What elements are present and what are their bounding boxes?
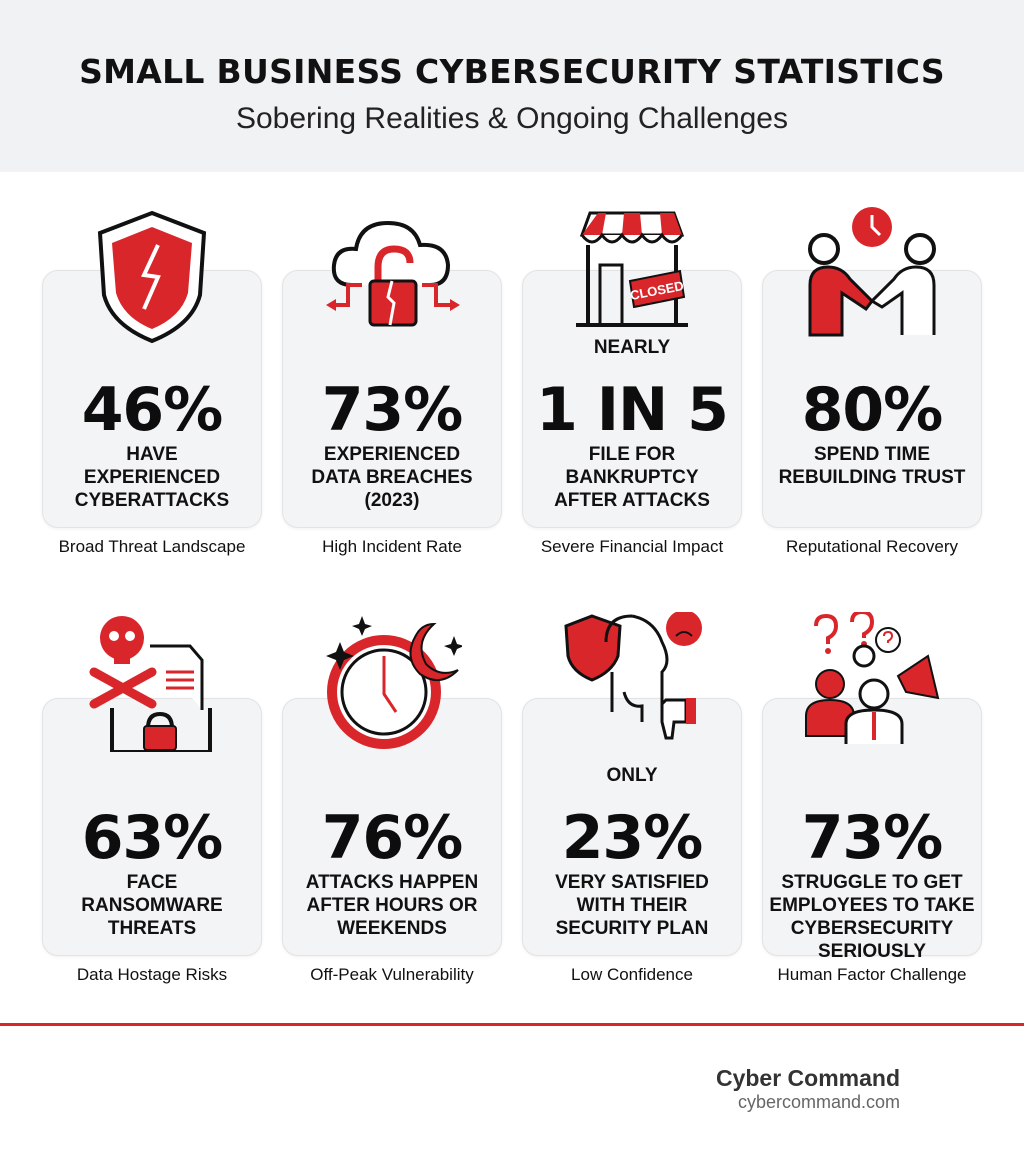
stat-description-line: HAVE (126, 444, 178, 465)
stat-card: NEARLY 1 IN 5 FILE FOR BANKRUPTCY AFTER AT… (522, 270, 742, 528)
stat-caption: Low Confidence (571, 965, 693, 984)
stat-caption: Human Factor Challenge (777, 965, 967, 984)
stat-description-line: FACE (126, 872, 178, 893)
stat-description-line: THREATS (107, 918, 197, 939)
stat-prefix: NEARLY (593, 337, 671, 358)
stat-caption: High Incident Rate (322, 537, 462, 556)
stat-description: SPEND TIME REBUILDING TRUST (763, 443, 981, 489)
stat-description-line: (2023) (364, 490, 420, 511)
stat-description-line: VERY SATISFIED (555, 872, 709, 893)
header: SMALL BUSINESS CYBERSECURITY STATISTICS … (0, 0, 1024, 172)
stat-description: STRUGGLE TO GET EMPLOYEES TO TAKE CYBERSEC… (763, 871, 981, 963)
stat-description-line: EXPERIENCED (83, 467, 221, 488)
stat-number: 73% (321, 375, 464, 445)
stat-description-line: STRUGGLE TO GET (781, 872, 963, 893)
stat-number: 63% (81, 803, 224, 873)
stat-description-line: AFTER ATTACKS (554, 490, 710, 511)
handshake-clock-icon (808, 207, 936, 337)
stat-card: ONLY 23% VERY SATISFIED WITH THEIR SECURIT… (522, 698, 742, 956)
stat-description-line: WITH THEIR (576, 895, 688, 916)
stat-caption: Severe Financial Impact (540, 537, 724, 556)
stat-description-line: CYBERSECURITY (790, 918, 954, 939)
stat-content: 63% FACE RANSOMWARE THREATS (43, 807, 261, 940)
stat-caption: Reputational Recovery (786, 537, 958, 556)
confused-employees-megaphone-icon (805, 612, 940, 744)
stat-card: 80% SPEND TIME REBUILDING TRUST (762, 270, 982, 528)
stat-description-line: ATTACKS HAPPEN (305, 872, 479, 893)
stat-description-line: BANKRUPTCY (565, 467, 699, 488)
stat-description-line: DATA BREACHES (311, 467, 473, 488)
stat-description-line: SERIOUSLY (817, 941, 927, 962)
skull-folder-lock-icon (89, 616, 212, 752)
stat-number: 1 IN 5 (536, 375, 729, 445)
stat-content: NEARLY 1 IN 5 FILE FOR BANKRUPTCY AFTER AT… (523, 337, 741, 512)
stat-caption: Broad Threat Landscape (58, 537, 246, 556)
stat-content: 76% ATTACKS HAPPEN AFTER HOURS OR WEEKENDS (283, 807, 501, 940)
stat-description-line: CYBERATTACKS (74, 490, 230, 511)
page-title: SMALL BUSINESS CYBERSECURITY STATISTICS (79, 52, 945, 91)
stat-description-line: AFTER HOURS OR (306, 895, 478, 916)
stat-description-line: EXPERIENCED (323, 444, 461, 465)
stat-number: 46% (81, 375, 224, 445)
head-shield-thumbs-down-icon (564, 612, 702, 740)
broken-shield-icon (97, 210, 207, 344)
stat-caption: Data Hostage Risks (76, 965, 228, 984)
stat-content: ONLY 23% VERY SATISFIED WITH THEIR SECURIT… (523, 765, 741, 940)
stat-content: 73% STRUGGLE TO GET EMPLOYEES TO TAKE CYBE… (763, 807, 981, 963)
stat-number: 80% (801, 375, 944, 445)
closed-store-icon: CLOSED (576, 211, 688, 327)
stat-description-line: EMPLOYEES TO TAKE (769, 895, 975, 916)
brand-url: cybercommand.com (737, 1092, 900, 1112)
clock-moon-icon (326, 616, 462, 749)
stat-description: VERY SATISFIED WITH THEIR SECURITY PLAN (523, 871, 741, 940)
stat-description: EXPERIENCED DATA BREACHES (2023) (283, 443, 501, 512)
stat-description-line: SECURITY PLAN (555, 918, 709, 939)
page-subtitle: Sobering Realities & Ongoing Challenges (235, 102, 788, 135)
stat-caption: Off-Peak Vulnerability (310, 965, 474, 984)
stat-number: 23% (561, 803, 704, 873)
stat-description: ATTACKS HAPPEN AFTER HOURS OR WEEKENDS (283, 871, 501, 940)
stat-description-line: SPEND TIME (813, 444, 931, 465)
stat-content: 73% EXPERIENCED DATA BREACHES (2023) (283, 379, 501, 512)
stat-description-line: REBUILDING TRUST (778, 467, 966, 488)
stat-description-line: WEEKENDS (337, 918, 447, 939)
stat-number: 73% (801, 803, 944, 873)
cloud-broken-lock-icon (326, 220, 460, 327)
stat-content: 80% SPEND TIME REBUILDING TRUST (763, 379, 981, 489)
brand: Cyber Command cybercommand.com (700, 1065, 900, 1113)
stat-content: 46% HAVE EXPERIENCED CYBERATTACKS (43, 379, 261, 512)
stat-description-line: FILE FOR (588, 444, 676, 465)
stat-description: HAVE EXPERIENCED CYBERATTACKS (43, 443, 261, 512)
stat-description: FACE RANSOMWARE THREATS (43, 871, 261, 940)
stat-description-line: RANSOMWARE (81, 895, 223, 916)
brand-name: Cyber Command (715, 1065, 900, 1091)
stat-description: FILE FOR BANKRUPTCY AFTER ATTACKS (523, 443, 741, 512)
footer-divider (0, 1023, 1024, 1026)
stat-prefix: ONLY (606, 765, 658, 786)
stat-number: 76% (321, 803, 464, 873)
